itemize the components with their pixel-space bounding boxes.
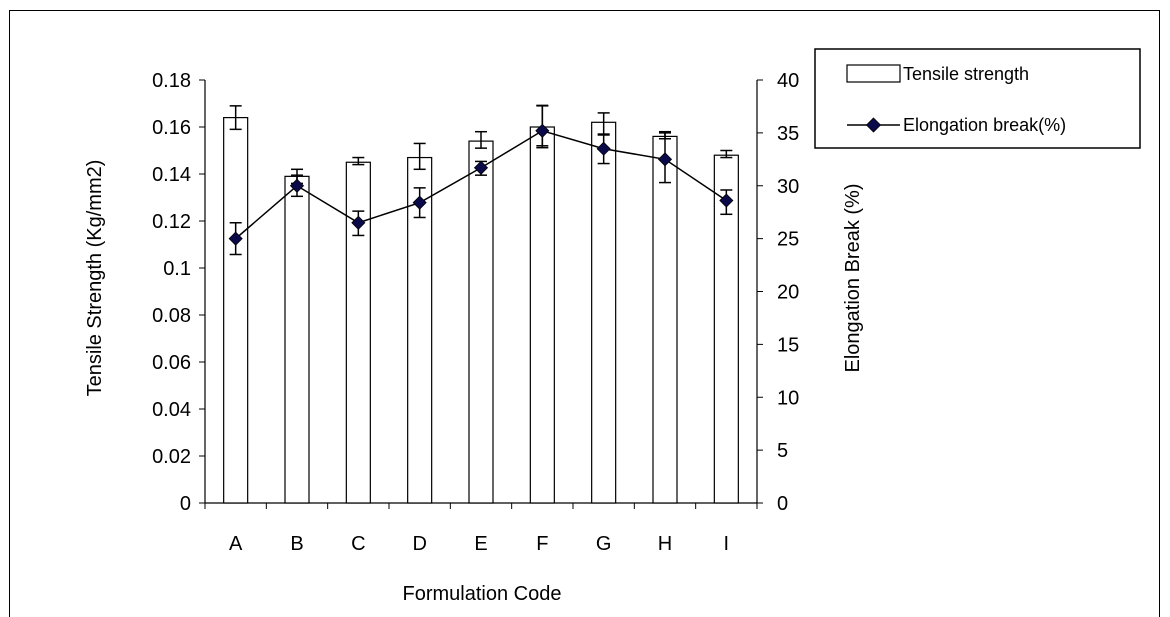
legend-marker-swatch xyxy=(865,117,882,133)
elongation-marker xyxy=(719,193,734,208)
x-tick-label: I xyxy=(724,533,730,555)
y2-axis-title: Elongation Break (%) xyxy=(842,184,864,373)
elongation-marker xyxy=(351,215,366,230)
bar xyxy=(284,175,310,504)
legend-label-tensile: Tensile strength xyxy=(903,64,1029,84)
y2-tick-label: 20 xyxy=(777,282,799,304)
y-tick-label: 0.1 xyxy=(163,258,191,280)
y2-tick-label: 0 xyxy=(777,493,788,515)
elongation-marker xyxy=(412,195,427,210)
chart-frame xyxy=(9,10,1160,617)
y-axis-title: Tensile Strength (Kg/mm2) xyxy=(84,160,106,397)
legend: Tensile strength Elongation break(%) xyxy=(814,48,1141,149)
y-tick-label: 0.02 xyxy=(152,446,191,468)
x-axis-title: Formulation Code xyxy=(403,583,562,605)
legend-label-elongation: Elongation break(%) xyxy=(903,115,1066,135)
y2-tick-label: 30 xyxy=(777,176,799,198)
bar xyxy=(223,116,249,504)
y-tick-label: 0.14 xyxy=(152,164,191,186)
y2-tick-label: 15 xyxy=(777,334,799,356)
x-tick-label: C xyxy=(351,533,365,555)
elongation-marker xyxy=(289,178,305,193)
y-tick-label: 0.04 xyxy=(152,399,191,421)
plot-area: 0 0.02 0.04 0.06 0.08 0.1 0.12 0.14 0.16 0.18 0 5 10… xyxy=(152,70,799,555)
y-tick-label: 0.12 xyxy=(152,211,191,233)
x-tick-label: G xyxy=(596,533,612,555)
bar xyxy=(407,156,433,504)
y2-tick-label: 5 xyxy=(777,440,788,462)
y-tick-label: 0.18 xyxy=(152,70,191,92)
elongation-marker xyxy=(657,152,673,167)
bar xyxy=(652,135,678,504)
y-tick-label: 0.06 xyxy=(152,352,191,374)
y-tick-label: 0.16 xyxy=(152,117,191,139)
x-tick-label: D xyxy=(412,533,426,555)
bar xyxy=(591,121,617,504)
y-tick-label: 0.08 xyxy=(152,305,191,327)
x-tick-label: A xyxy=(229,533,243,555)
x-tick-label: B xyxy=(290,533,303,555)
x-tick-label: E xyxy=(474,533,487,555)
elongation-marker xyxy=(228,231,243,246)
y2-tick-label: 10 xyxy=(777,387,799,409)
x-tick-label: H xyxy=(658,533,672,555)
bar xyxy=(345,161,371,504)
elongation-marker xyxy=(596,141,611,156)
elongation-marker xyxy=(535,123,550,138)
elongation-marker xyxy=(473,160,489,175)
bar xyxy=(468,140,494,504)
legend-bar-swatch xyxy=(846,64,901,83)
y2-tick-label: 25 xyxy=(777,229,799,251)
y-tick-label: 0 xyxy=(180,493,191,515)
bar xyxy=(529,126,555,504)
y2-tick-label: 40 xyxy=(777,70,799,92)
y2-tick-label: 35 xyxy=(777,123,799,145)
x-tick-label: F xyxy=(536,533,548,555)
